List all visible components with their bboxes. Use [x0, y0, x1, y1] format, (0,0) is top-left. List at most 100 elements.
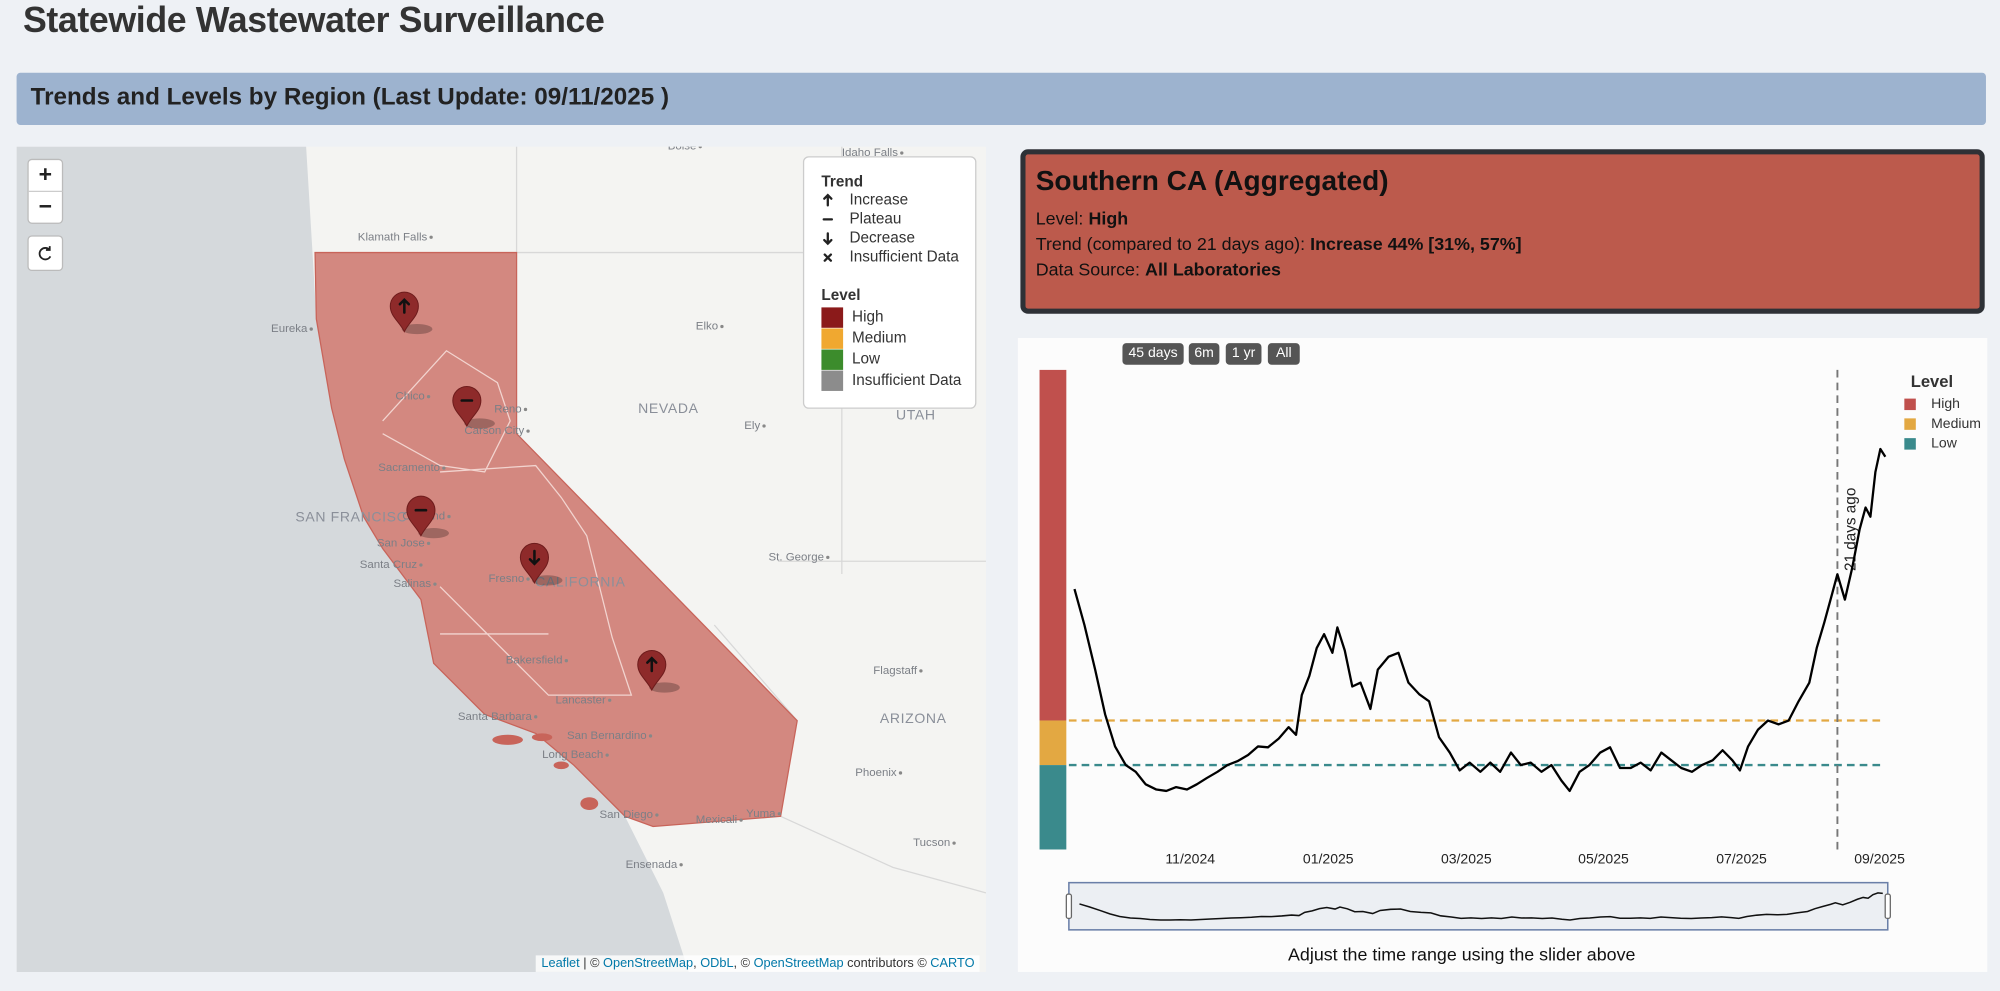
city-dot [648, 734, 653, 738]
x-tick-label: 01/2025 [1303, 850, 1354, 866]
range-button[interactable]: 6m [1188, 343, 1220, 365]
city-label: Salinas [393, 578, 431, 590]
region-borders [382, 349, 633, 696]
range-slider[interactable] [1068, 881, 1889, 931]
attribution-link[interactable]: OpenStreetMap [603, 956, 694, 971]
legend-label: Increase [849, 191, 908, 208]
trend-icon [823, 193, 833, 207]
info-label: Trend (compared to 21 days ago): [1035, 233, 1306, 254]
trend-icon [528, 549, 541, 566]
city-dot [426, 395, 431, 399]
city-label: Eureka [271, 323, 308, 335]
city-dot [419, 563, 423, 567]
reset-icon [38, 246, 52, 261]
legend-label: Low [1931, 435, 1958, 451]
range-button[interactable]: 1 yr [1225, 343, 1262, 365]
city-label: Elko [696, 321, 718, 333]
legend-swatch [821, 328, 844, 349]
level-band [1039, 720, 1067, 766]
attribution-link[interactable]: Leaflet [541, 956, 580, 971]
marker[interactable] [452, 386, 482, 428]
attribution-link[interactable]: CARTO [930, 956, 975, 971]
city-dot [919, 669, 923, 673]
reset-button[interactable] [27, 235, 64, 272]
slider-handle[interactable] [1884, 893, 1891, 920]
slider-handle[interactable] [1065, 893, 1073, 920]
legend-swatch [821, 349, 844, 370]
city-label: Santa Barbara [458, 711, 533, 723]
x-tick-label: 09/2025 [1854, 850, 1905, 866]
city-dot [429, 235, 433, 239]
info-row: Trend (compared to 21 days ago): Increase… [1036, 231, 1970, 257]
city-dot [605, 753, 609, 757]
city-label: Fresno [489, 573, 525, 585]
legend-label: Medium [852, 330, 906, 347]
city-label: Sacramento [378, 462, 440, 474]
city-dot [608, 698, 612, 702]
attribution-text: contributors © [843, 956, 931, 971]
range-slider-line [1079, 892, 1883, 921]
range-button[interactable]: 45 days [1122, 343, 1184, 365]
city-dot [952, 841, 956, 845]
banner: Trends and Levels by Region (Last Update… [16, 72, 1986, 125]
legend-title: Level [821, 287, 860, 304]
attribution-text: , © [733, 956, 754, 971]
city-dot [739, 818, 743, 822]
city-dot [679, 863, 683, 867]
trend-icon [823, 253, 833, 262]
marker-shadow [464, 418, 495, 429]
info-box: Southern CA (Aggregated) Level: High Tren… [1020, 149, 1985, 314]
marker-shadow [401, 323, 433, 335]
city-dot [442, 466, 446, 470]
zoom-in[interactable]: + [39, 161, 52, 187]
attribution: Leaflet | © OpenStreetMap, ODbL, © OpenS… [536, 955, 980, 972]
attribution-link[interactable]: ODbL [700, 956, 734, 971]
data-line [1073, 447, 1887, 793]
legend-box [802, 156, 977, 409]
city-dot [698, 146, 702, 149]
city-label: San Diego [599, 809, 653, 821]
legend-swatch [1904, 438, 1916, 450]
range-button[interactable]: All [1267, 343, 1300, 365]
zoom-out[interactable]: − [39, 193, 52, 219]
trend-icon [398, 297, 411, 314]
city-dot [426, 541, 431, 546]
city-label: San Bernardino [567, 730, 647, 742]
city-dot [720, 324, 724, 329]
attribution-link[interactable]: OpenStreetMap [753, 956, 844, 971]
level-band [1039, 369, 1067, 721]
zoom-control: + − [27, 158, 64, 272]
attribution-text: | © [579, 956, 604, 971]
california-region[interactable] [314, 251, 798, 828]
city-label: Mexicali [696, 814, 737, 826]
x-tick-label: 07/2025 [1716, 850, 1767, 866]
legend-swatch [1904, 398, 1916, 411]
info-value: All Laboratories [1145, 258, 1282, 280]
city-label: Reno [494, 403, 521, 415]
city-dot [826, 555, 830, 560]
city-dot [655, 813, 659, 817]
page-title: Statewide Wastewater Surveillance [22, 0, 605, 40]
legend-swatch [1904, 418, 1916, 430]
marker-shadow [418, 528, 449, 539]
city-dot [523, 407, 528, 412]
legend-label: Decrease [849, 230, 914, 247]
legend-label: High [852, 309, 883, 326]
trend-icon [646, 656, 658, 673]
trend-icon [823, 232, 833, 246]
city-label: Bakersfield [506, 655, 563, 667]
city-label: Flagstaff [873, 665, 918, 677]
legend-label: Insufficient Data [849, 249, 959, 266]
city-dot [526, 429, 530, 433]
city-dot [534, 715, 538, 719]
marker[interactable] [406, 495, 436, 537]
slider-caption: Adjust the time range using the slider a… [1288, 943, 1636, 965]
city-dot [433, 582, 437, 586]
level-band [1039, 765, 1067, 850]
city-label: Ely [744, 420, 760, 432]
state-label: ARIZONA [880, 710, 947, 726]
info-title: Southern CA (Aggregated) [1035, 164, 1389, 197]
city-dot [777, 812, 781, 816]
